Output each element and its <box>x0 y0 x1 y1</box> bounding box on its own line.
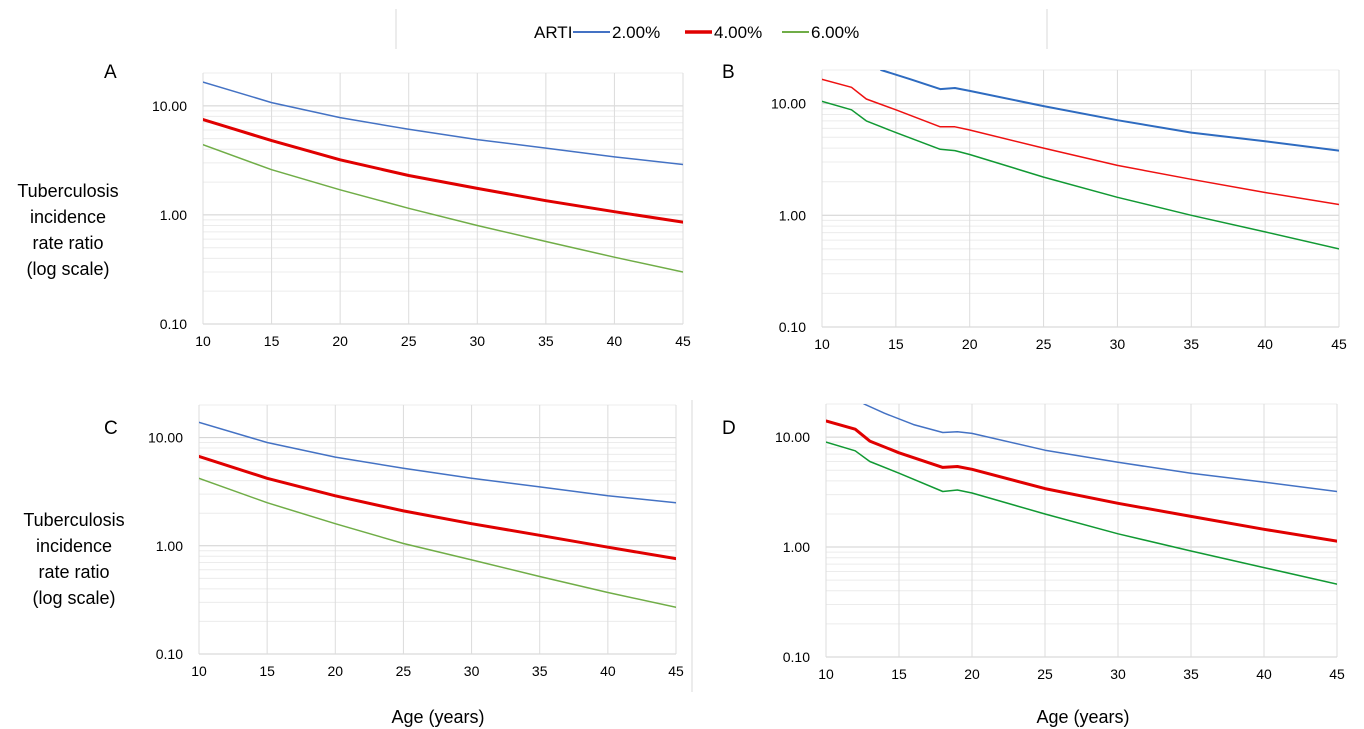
x-tick-label: 10 <box>814 336 830 352</box>
y-tick-label: 10.00 <box>148 430 183 446</box>
series-line-200pct <box>199 421 676 504</box>
y-axis-title-line: rate ratio <box>38 562 109 582</box>
y-tick-label: 1.00 <box>156 538 183 554</box>
y-axis-title-top: Tuberculosis incidence rate ratio (log s… <box>17 181 118 279</box>
x-tick-label: 35 <box>1183 336 1199 352</box>
x-tick-label: 45 <box>668 663 684 679</box>
legend-label-6pct: 6.00% <box>811 23 859 42</box>
x-tick-label: 40 <box>607 333 623 349</box>
y-tick-label: 0.10 <box>156 646 183 662</box>
series-line-200pct <box>203 81 683 166</box>
legend-title: ARTI <box>534 23 572 42</box>
y-axis-title-line: rate ratio <box>32 233 103 253</box>
panel-label-d: D <box>722 418 736 439</box>
x-tick-label: 10 <box>195 333 211 349</box>
series-line-400pct <box>203 118 683 224</box>
x-tick-label: 30 <box>469 333 485 349</box>
x-tick-label: 15 <box>891 666 907 682</box>
series-line-400pct <box>822 78 1339 206</box>
x-tick-label: 40 <box>1257 336 1273 352</box>
series-line-200pct <box>880 70 1339 152</box>
y-tick-label: 1.00 <box>779 207 806 223</box>
y-axis-title-line: Tuberculosis <box>17 181 118 201</box>
x-tick-label: 15 <box>264 333 280 349</box>
legend-label-2pct: 2.00% <box>612 23 660 42</box>
y-tick-label: 0.10 <box>779 319 806 335</box>
x-axis-title-c: Age (years) <box>391 707 484 727</box>
y-axis-title-line: incidence <box>30 207 106 227</box>
x-tick-label: 25 <box>1036 336 1052 352</box>
y-tick-label: 10.00 <box>775 429 810 445</box>
legend: ARTI 2.00% 4.00% 6.00% <box>395 9 1048 49</box>
series-line-400pct <box>826 419 1337 543</box>
x-tick-label: 20 <box>327 663 343 679</box>
series-line-600pct <box>203 143 683 273</box>
chart-panel-a: 10 15 20 25 30 35 40 45 0.10 1.00 10.00 <box>152 72 691 349</box>
x-tick-label: 25 <box>396 663 412 679</box>
legend-label-4pct: 4.00% <box>714 23 762 42</box>
x-tick-label: 25 <box>401 333 417 349</box>
x-tick-label: 30 <box>1110 336 1126 352</box>
series-line-600pct <box>826 441 1337 585</box>
y-tick-label: 1.00 <box>160 207 187 223</box>
y-tick-label: 0.10 <box>160 316 187 332</box>
x-tick-label: 45 <box>675 333 691 349</box>
chart-panel-d: 10 15 20 25 30 35 40 45 0.10 1.00 10.00 <box>775 403 1345 682</box>
x-tick-label: 10 <box>191 663 207 679</box>
y-tick-label: 10.00 <box>771 96 806 112</box>
y-axis-title-line: Tuberculosis <box>23 510 124 530</box>
y-axis-title-bottom: Tuberculosis incidence rate ratio (log s… <box>23 510 124 608</box>
x-tick-label: 15 <box>888 336 904 352</box>
x-tick-label: 35 <box>532 663 548 679</box>
panel-label-c: C <box>104 418 118 439</box>
panel-label-b: B <box>722 62 735 83</box>
x-tick-label: 25 <box>1037 666 1053 682</box>
x-tick-label: 45 <box>1329 666 1345 682</box>
chart-panel-c: 10 15 20 25 30 35 40 45 0.10 1.00 10.00 <box>148 404 684 679</box>
chart-panel-b: 10 15 20 25 30 35 40 45 0.10 1.00 10.00 <box>771 69 1347 352</box>
x-tick-label: 30 <box>1110 666 1126 682</box>
series-line-400pct <box>199 454 676 561</box>
y-tick-label: 0.10 <box>783 649 810 665</box>
x-tick-label: 20 <box>962 336 978 352</box>
series-line-600pct <box>199 477 676 609</box>
x-tick-label: 10 <box>818 666 834 682</box>
x-tick-label: 35 <box>538 333 554 349</box>
x-tick-label: 20 <box>964 666 980 682</box>
x-tick-label: 15 <box>259 663 275 679</box>
x-tick-label: 40 <box>1256 666 1272 682</box>
x-tick-label: 30 <box>464 663 480 679</box>
x-axis-title-d: Age (years) <box>1036 707 1129 727</box>
panel-label-a: A <box>104 62 117 83</box>
y-axis-title-line: (log scale) <box>32 588 115 608</box>
series-line-600pct <box>822 100 1339 250</box>
x-tick-label: 20 <box>332 333 348 349</box>
y-tick-label: 10.00 <box>152 98 187 114</box>
series-line-200pct <box>863 404 1337 493</box>
y-tick-label: 1.00 <box>783 539 810 555</box>
y-axis-title-line: (log scale) <box>26 259 109 279</box>
x-tick-label: 45 <box>1331 336 1347 352</box>
x-tick-label: 40 <box>600 663 616 679</box>
x-tick-label: 35 <box>1183 666 1199 682</box>
y-axis-title-line: incidence <box>36 536 112 556</box>
